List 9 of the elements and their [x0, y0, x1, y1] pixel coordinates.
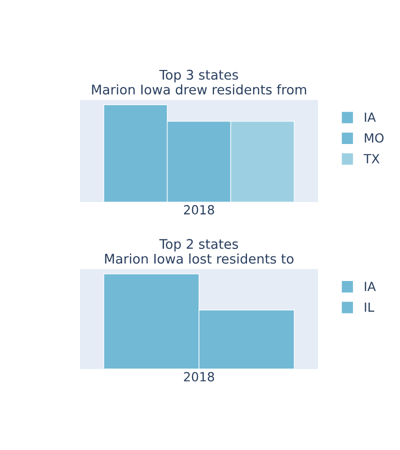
legend-label: MO: [364, 133, 384, 143]
text: IL: [364, 302, 374, 312]
legend-label: TX: [364, 154, 380, 164]
x-axis-title: 2018: [184, 205, 214, 215]
chart-title: Top 2 states Marion Iowa lost residents to: [105, 238, 294, 264]
legend-label: IA: [364, 112, 376, 122]
chart-title: Top 3 states Marion Iowa drew residents from: [92, 70, 306, 95]
x-axis-title: 2018: [184, 372, 214, 382]
text: IA: [364, 282, 376, 291]
